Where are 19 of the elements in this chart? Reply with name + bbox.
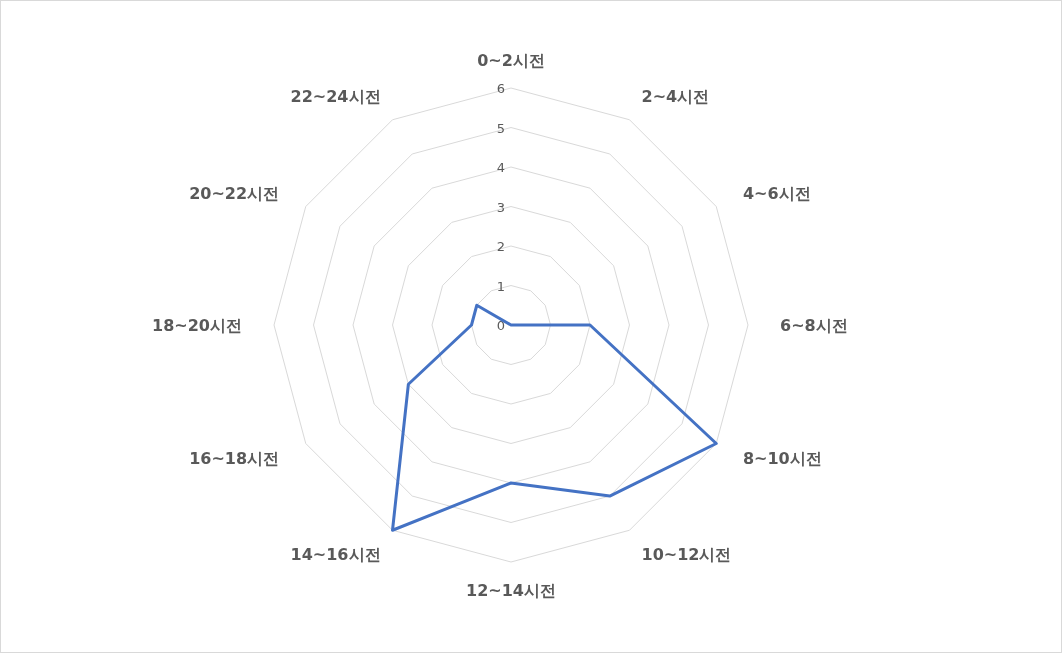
spoke-label: 0~2시전 (477, 51, 545, 70)
spoke-label: 12~14시전 (466, 581, 556, 600)
spoke-label: 14~16시전 (290, 545, 381, 565)
spoke-label: 18~20시전 (152, 316, 242, 335)
spoke-label: 4~6시전 (742, 183, 811, 203)
spoke-label: 22~24시전 (290, 86, 381, 106)
y-tick-label: 1 (496, 278, 505, 294)
y-tick-label: 4 (496, 160, 505, 175)
spoke-label: 20~22시전 (189, 183, 280, 203)
y-tick-label: 5 (496, 120, 505, 136)
spoke-label: 8~10시전 (742, 448, 822, 468)
y-tick-label: 2 (496, 239, 505, 254)
y-tick-label: 3 (496, 199, 505, 215)
y-tick-label: 6 (496, 81, 505, 96)
spoke-label: 2~4시전 (641, 86, 710, 106)
spoke-label: 16~18시전 (189, 448, 280, 468)
y-tick-label: 0 (496, 318, 505, 333)
spoke-label: 6~8시전 (780, 316, 848, 335)
spoke-label: 10~12시전 (641, 545, 732, 565)
